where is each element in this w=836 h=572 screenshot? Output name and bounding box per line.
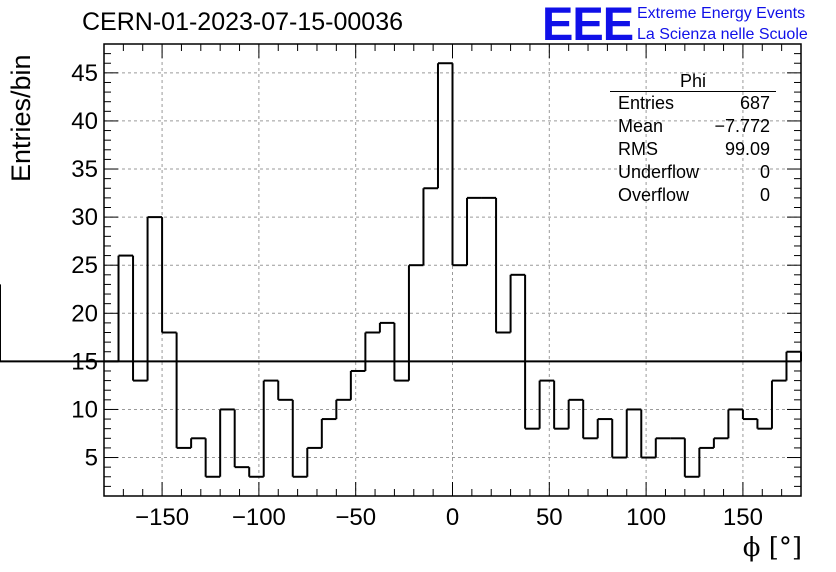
y-tick-label: 45 xyxy=(71,60,98,87)
x-tick-label: 150 xyxy=(723,504,763,531)
stats-value: −7.772 xyxy=(714,116,770,136)
y-tick-label: 30 xyxy=(71,204,98,231)
y-tick-label: 25 xyxy=(71,252,98,279)
stats-row-entries: Entries 687 xyxy=(610,92,776,115)
y-tick-label: 15 xyxy=(71,348,98,375)
stats-label: Underflow xyxy=(618,162,700,182)
stats-row-overflow: Overflow 0 xyxy=(610,184,776,207)
x-tick-label: 0 xyxy=(446,504,459,531)
x-tick-label: −100 xyxy=(232,504,286,531)
stats-box-title: Phi xyxy=(610,72,776,92)
stats-label: Overflow xyxy=(618,185,690,205)
x-axis-label: ϕ [°] xyxy=(742,533,802,563)
x-tick-label: 100 xyxy=(626,504,666,531)
histogram-series xyxy=(0,62,802,478)
stats-label: RMS xyxy=(618,139,658,159)
stats-value: 0 xyxy=(759,162,770,182)
stats-value: 99.09 xyxy=(724,139,770,159)
y-tick-label: 10 xyxy=(71,396,98,423)
tick-labels: −150 −100 −50 0 50 100 150 5 10 15 20 25 30 35 40 45 xyxy=(71,60,763,531)
stats-value: 687 xyxy=(739,93,770,113)
y-tick-label: 35 xyxy=(71,156,98,183)
x-tick-label: −150 xyxy=(135,504,189,531)
y-tick-label: 20 xyxy=(71,300,98,327)
run-title: CERN-01-2023-07-15-00036 xyxy=(82,8,404,36)
x-tick-label: 50 xyxy=(536,504,563,531)
x-tick-label: −50 xyxy=(335,504,376,531)
y-tick-label: 40 xyxy=(71,108,98,135)
logo-subtitle-line1: Extreme Energy Events xyxy=(637,5,806,22)
stats-row-rms: RMS 99.09 xyxy=(610,138,776,161)
stats-row-mean: Mean −7.772 xyxy=(610,115,776,138)
stats-box: Phi Entries 687 Mean −7.772 RMS 99.09 Un… xyxy=(610,72,776,207)
logo-subtitle-line2: La Scienza nelle Scuole xyxy=(637,26,808,43)
stats-label: Mean xyxy=(618,116,664,136)
eee-logo: EEE xyxy=(542,0,634,50)
axis-ticks xyxy=(103,43,802,497)
stats-label: Entries xyxy=(618,93,675,113)
stats-row-underflow: Underflow 0 xyxy=(610,161,776,184)
stats-value: 0 xyxy=(759,185,770,205)
y-tick-label: 5 xyxy=(85,445,98,472)
y-axis-label: Entries/bin xyxy=(6,54,36,182)
